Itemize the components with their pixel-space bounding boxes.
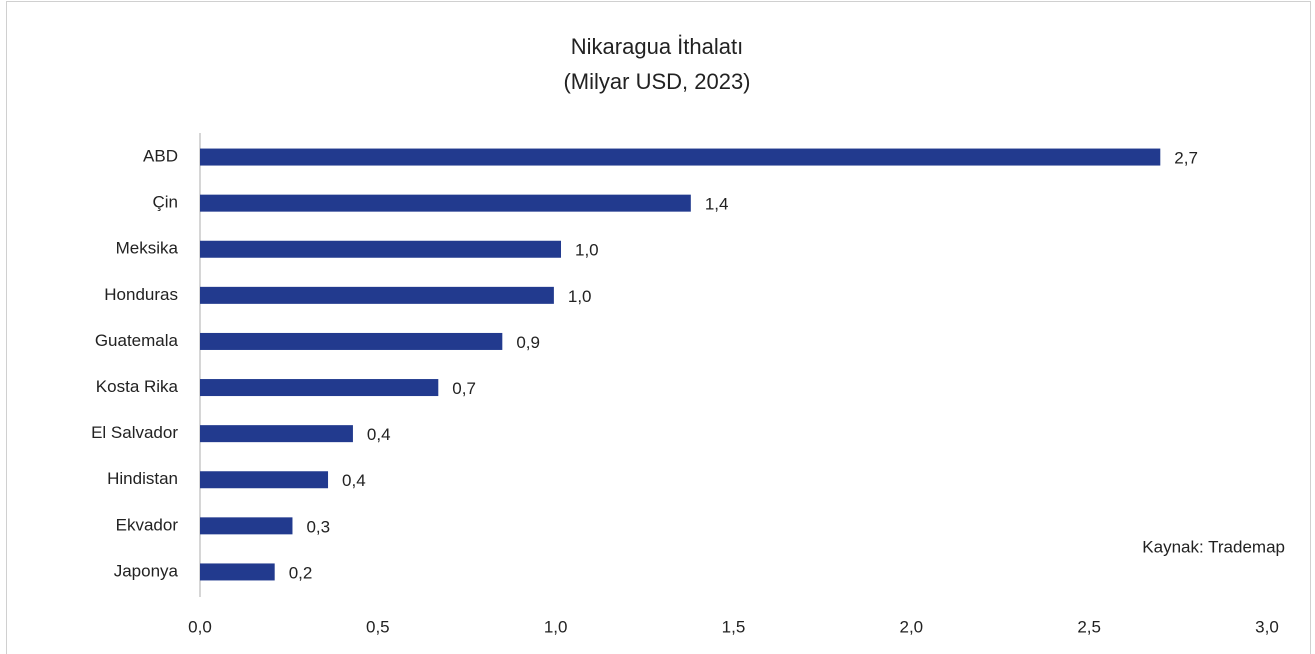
data-label: 0,3 bbox=[306, 517, 330, 536]
bar bbox=[200, 148, 1161, 166]
y-tick-label: ABD bbox=[143, 147, 178, 166]
bar bbox=[200, 471, 329, 489]
y-tick-label: Kosta Rika bbox=[96, 377, 179, 396]
x-tick-label: 3,0 bbox=[1255, 617, 1279, 636]
x-tick-label: 1,5 bbox=[722, 617, 746, 636]
x-tick-label: 2,5 bbox=[1077, 617, 1101, 636]
source-note: Kaynak: Trademap bbox=[1142, 537, 1285, 556]
y-tick-label: Honduras bbox=[104, 285, 178, 304]
bar bbox=[200, 286, 554, 304]
y-tick-label: Guatemala bbox=[95, 331, 179, 350]
y-tick-label: Hindistan bbox=[107, 469, 178, 488]
y-tick-label: Ekvador bbox=[116, 515, 179, 534]
data-label: 2,7 bbox=[1174, 149, 1198, 168]
y-tick-label: Çin bbox=[152, 193, 178, 212]
data-label: 1,0 bbox=[575, 241, 599, 260]
y-tick-label: Meksika bbox=[116, 239, 179, 258]
x-tick-label: 2,0 bbox=[900, 617, 924, 636]
data-label: 0,4 bbox=[367, 425, 391, 444]
x-tick-label: 0,5 bbox=[366, 617, 390, 636]
x-tick-label: 0,0 bbox=[188, 617, 212, 636]
chart-subtitle: (Milyar USD, 2023) bbox=[563, 69, 750, 94]
bar bbox=[200, 379, 439, 397]
bar bbox=[200, 425, 353, 443]
bar bbox=[200, 563, 275, 581]
data-label: 0,9 bbox=[516, 333, 540, 352]
bar bbox=[200, 194, 691, 212]
bar bbox=[200, 332, 503, 350]
chart-title: Nikaragua İthalatı bbox=[571, 34, 743, 59]
data-label: 1,0 bbox=[568, 287, 592, 306]
bar bbox=[200, 517, 293, 535]
data-label: 0,7 bbox=[452, 379, 476, 398]
data-label: 0,2 bbox=[289, 563, 313, 582]
x-tick-label: 1,0 bbox=[544, 617, 568, 636]
bar bbox=[200, 240, 562, 258]
y-tick-label: Japonya bbox=[114, 561, 179, 580]
data-label: 1,4 bbox=[705, 195, 729, 214]
data-label: 0,4 bbox=[342, 471, 366, 490]
frame bbox=[6, 1, 1311, 654]
y-tick-label: El Salvador bbox=[91, 423, 178, 442]
